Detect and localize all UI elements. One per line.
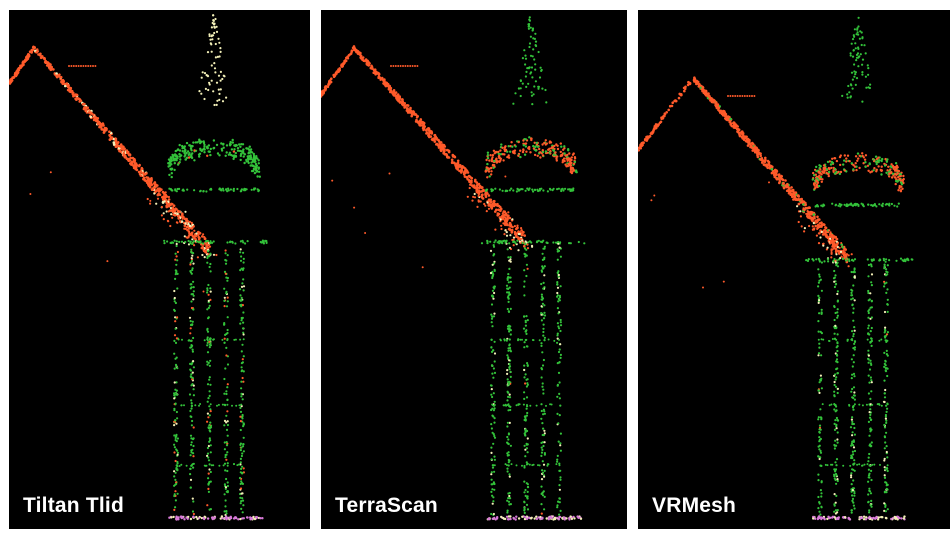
panel-label-tiltan: Tiltan Tlid <box>23 494 124 517</box>
point-cloud-vrmesh <box>638 16 914 521</box>
panel-vrmesh: VRMesh <box>638 10 950 529</box>
panel-label-terrascan: TerraScan <box>335 494 438 517</box>
point-cloud-tiltan <box>9 14 268 521</box>
point-cloud-terrascan <box>321 16 586 521</box>
panel-tiltan-tlid: Tiltan Tlid <box>9 10 310 529</box>
panel-terrascan: TerraScan <box>321 10 627 529</box>
panel-label-vrmesh: VRMesh <box>652 494 737 517</box>
